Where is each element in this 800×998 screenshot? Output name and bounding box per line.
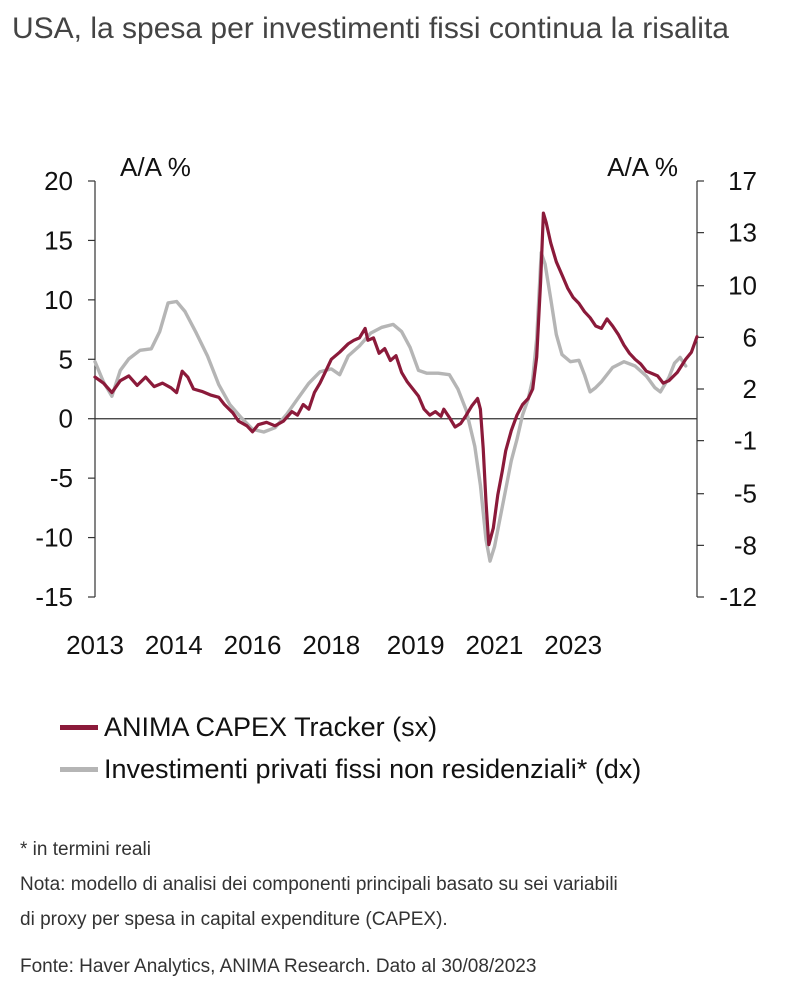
- legend-swatch-investimenti: [60, 766, 98, 772]
- legend-label-capex: ANIMA CAPEX Tracker (sx): [104, 711, 438, 742]
- right-axis-label: A/A %: [607, 152, 678, 182]
- right-tick-label: 17: [728, 166, 757, 196]
- legend-swatch-capex: [60, 724, 98, 730]
- notes: * in termini reali Nota: modello di anal…: [20, 832, 790, 984]
- legend-item-capex: ANIMA CAPEX Tracker (sx): [60, 706, 641, 748]
- left-tick-label: -15: [35, 582, 73, 612]
- axis-labels: 20 15 10 5 0 -5 -10 -15 17 13 10 6 2 -1 -5 -8 -12 A/A % A/…: [35, 152, 757, 660]
- right-tick-label: 10: [728, 271, 757, 301]
- note-line-1: Nota: modello di analisi dei componenti …: [20, 874, 618, 895]
- legend-item-investimenti: Investimenti privati fissi non residenzi…: [60, 748, 641, 790]
- left-tick-label: 10: [44, 285, 73, 315]
- left-tick-label: 0: [59, 404, 73, 434]
- x-tick-label: 2019: [387, 630, 445, 660]
- footnote: * in termini reali: [20, 839, 151, 860]
- legend-label-investimenti: Investimenti privati fissi non residenzi…: [104, 753, 642, 784]
- note-line-2: di proxy per spesa in capital expenditur…: [20, 909, 448, 930]
- x-tick-label: 2021: [466, 630, 524, 660]
- x-tick-label: 2023: [544, 630, 602, 660]
- series-layer: [93, 211, 699, 563]
- source: Fonte: Haver Analytics, ANIMA Research. …: [20, 956, 537, 977]
- x-tick-label: 2014: [145, 630, 203, 660]
- series-line-investimenti: [93, 251, 688, 563]
- right-tick-label: 6: [743, 322, 757, 352]
- right-tick-label: -1: [734, 426, 757, 456]
- right-tick-label: -12: [719, 582, 757, 612]
- x-tick-label: 2016: [224, 630, 282, 660]
- line-chart: 20 15 10 5 0 -5 -10 -15 17 13 10 6 2 -1 -5 -8 -12 A/A % A/…: [35, 152, 757, 660]
- left-tick-label: 15: [44, 225, 73, 255]
- right-tick-label: 13: [728, 218, 757, 248]
- right-tick-label: 2: [743, 374, 757, 404]
- left-axis-label: A/A %: [120, 152, 191, 182]
- left-tick-label: 5: [59, 344, 73, 374]
- left-tick-label: -5: [50, 463, 73, 493]
- x-tick-label: 2018: [302, 630, 360, 660]
- left-tick-label: 20: [44, 166, 73, 196]
- right-tick-label: -8: [734, 530, 757, 560]
- chart-axes: [88, 180, 704, 598]
- legend: ANIMA CAPEX Tracker (sx) Investimenti pr…: [60, 706, 641, 790]
- x-tick-label: 2013: [66, 630, 124, 660]
- left-tick-label: -10: [35, 523, 73, 553]
- chart-title: USA, la spesa per investimenti fissi con…: [12, 12, 729, 45]
- series-line-capex: [93, 211, 699, 547]
- right-tick-label: -5: [734, 479, 757, 509]
